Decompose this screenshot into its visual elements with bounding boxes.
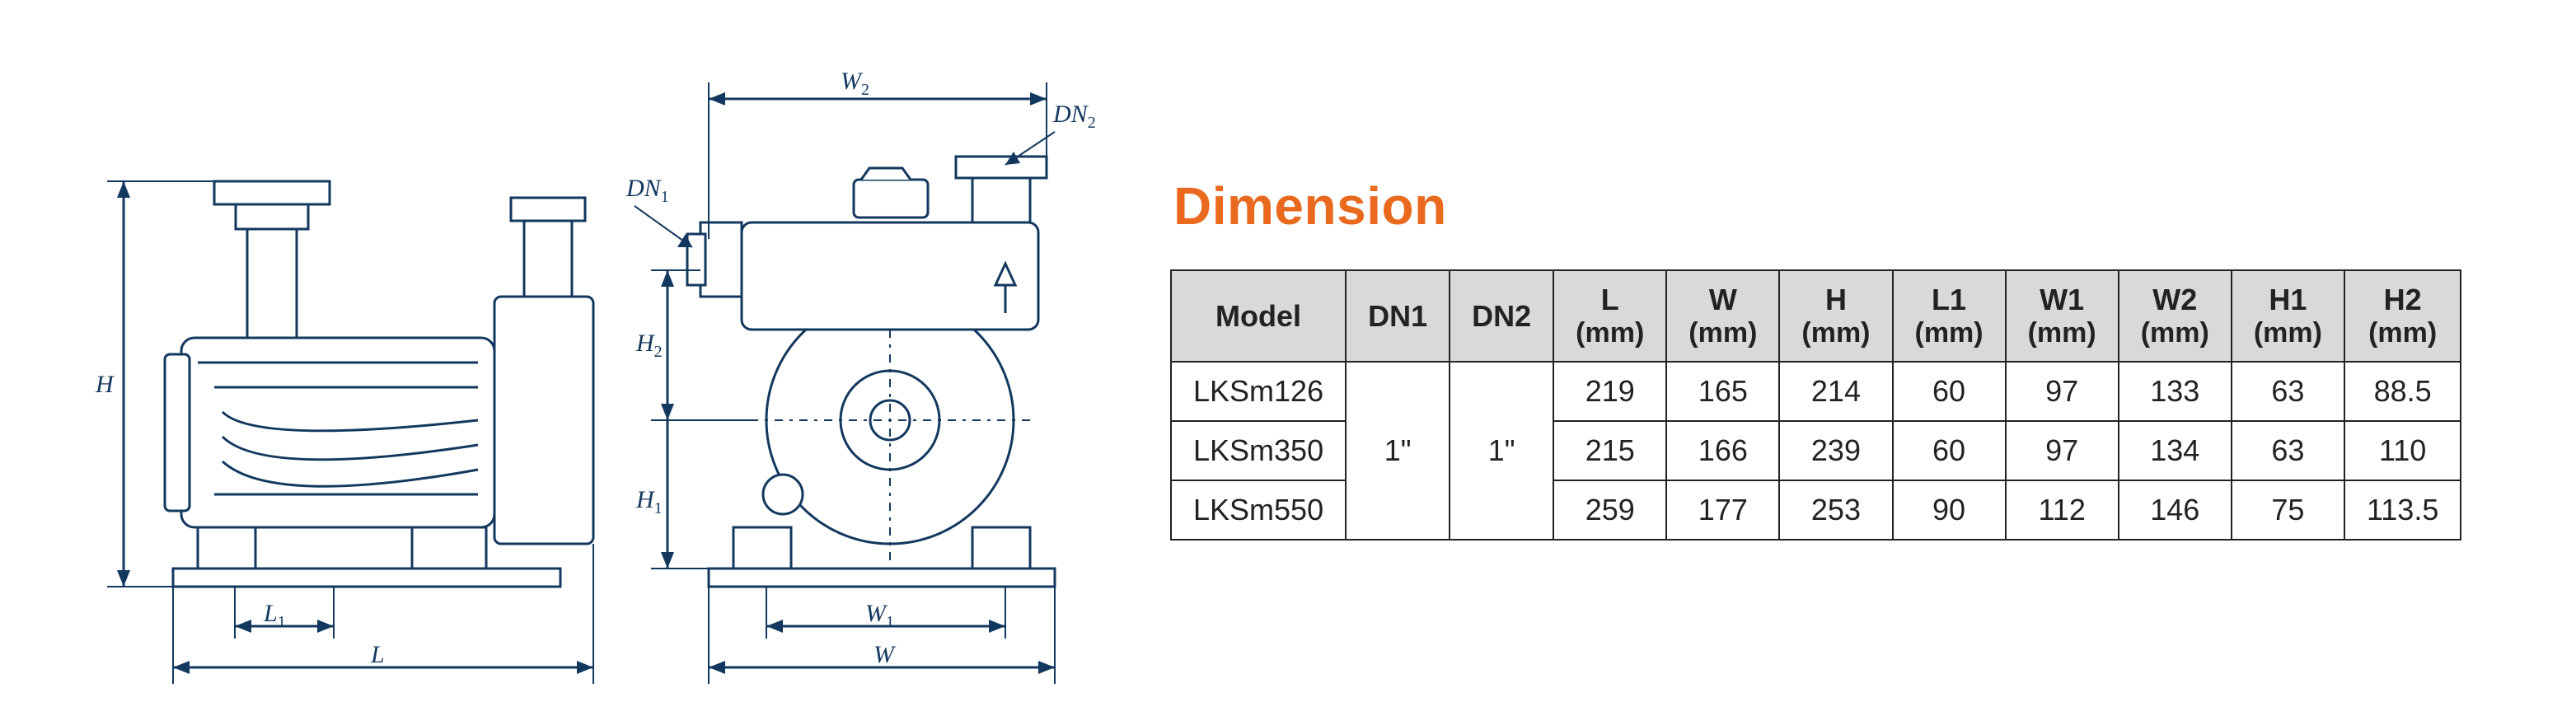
col-dn2: DN2 <box>1450 270 1553 362</box>
cell-h1: 63 <box>2232 362 2344 421</box>
col-dn1: DN1 <box>1346 270 1450 362</box>
cell-dn2: 1" <box>1450 362 1553 540</box>
col-h1: H1(mm) <box>2232 270 2344 362</box>
cell-w2: 133 <box>2119 362 2232 421</box>
page: H L1 L W2 DN2 DN1 H2 H1 W1 W Dimension M… <box>0 0 2576 716</box>
cell-w: 166 <box>1666 421 1779 480</box>
cell-h1: 75 <box>2232 480 2344 540</box>
col-l1: L1(mm) <box>1893 270 2006 362</box>
cell-w: 177 <box>1666 480 1779 540</box>
cell-w2: 146 <box>2119 480 2232 540</box>
engineering-drawings: H L1 L W2 DN2 DN1 H2 H1 W1 W <box>49 33 1104 684</box>
label-dn2: DN2 <box>1053 101 1096 133</box>
cell-l1: 90 <box>1893 480 2006 540</box>
cell-l: 219 <box>1553 362 1666 421</box>
cell-w1: 97 <box>2006 421 2119 480</box>
label-h2: H2 <box>636 330 663 362</box>
cell-w1: 97 <box>2006 362 2119 421</box>
dimension-section: Dimension Model DN1 DN2 L(mm) W(mm) H(mm… <box>1170 175 2461 541</box>
cell-l: 259 <box>1553 480 1666 540</box>
drawing-svg <box>49 33 1104 684</box>
col-w: W(mm) <box>1666 270 1779 362</box>
col-model: Model <box>1171 270 1346 362</box>
cell-model: LKSm126 <box>1171 362 1346 421</box>
cell-model: LKSm550 <box>1171 480 1346 540</box>
cell-l1: 60 <box>1893 362 2006 421</box>
cell-w: 165 <box>1666 362 1779 421</box>
label-w1: W1 <box>865 600 894 632</box>
cell-h: 239 <box>1779 421 1892 480</box>
col-w2: W2(mm) <box>2119 270 2232 362</box>
col-l: L(mm) <box>1553 270 1666 362</box>
label-l: L <box>371 641 385 669</box>
label-dn1: DN1 <box>626 175 669 207</box>
dimension-table: Model DN1 DN2 L(mm) W(mm) H(mm) L1(mm) W… <box>1170 269 2461 541</box>
label-h1: H1 <box>636 486 663 518</box>
cell-h: 214 <box>1779 362 1892 421</box>
cell-h2: 88.5 <box>2344 362 2461 421</box>
col-h2: H2(mm) <box>2344 270 2461 362</box>
cell-h2: 113.5 <box>2344 480 2461 540</box>
label-w2: W2 <box>841 68 869 100</box>
cell-l1: 60 <box>1893 421 2006 480</box>
cell-h: 253 <box>1779 480 1892 540</box>
cell-h1: 63 <box>2232 421 2344 480</box>
section-title: Dimension <box>1173 175 2461 236</box>
cell-w2: 134 <box>2119 421 2232 480</box>
cell-w1: 112 <box>2006 480 2119 540</box>
cell-dn1: 1" <box>1346 362 1450 540</box>
col-w1: W1(mm) <box>2006 270 2119 362</box>
cell-l: 215 <box>1553 421 1666 480</box>
table-header: Model DN1 DN2 L(mm) W(mm) H(mm) L1(mm) W… <box>1171 270 2461 362</box>
col-h: H(mm) <box>1779 270 1892 362</box>
label-l1: L1 <box>264 600 286 632</box>
cell-h2: 110 <box>2344 421 2461 480</box>
label-h: H <box>96 371 114 399</box>
label-w: W <box>873 641 894 669</box>
cell-model: LKSm350 <box>1171 421 1346 480</box>
table-row: LKSm126 1" 1" 219 165 214 60 97 133 63 8… <box>1171 362 2461 421</box>
